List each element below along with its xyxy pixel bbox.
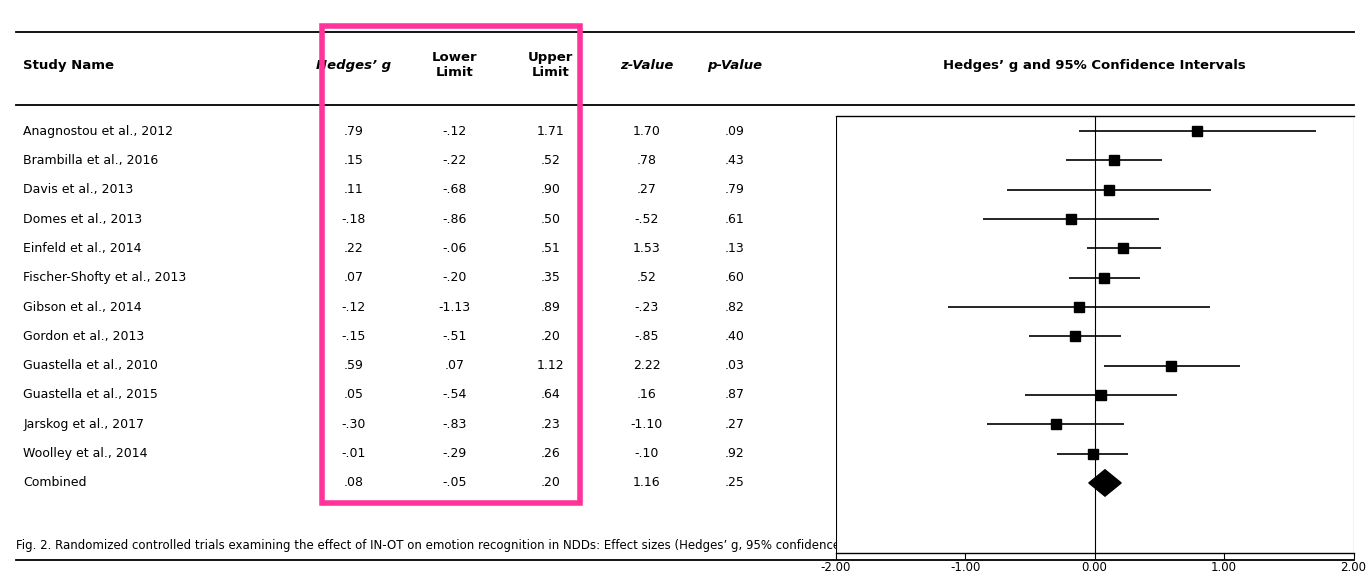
Text: .26: .26: [541, 447, 560, 460]
Text: .61: .61: [725, 212, 744, 226]
Text: -.29: -.29: [443, 447, 467, 460]
Text: .50: .50: [541, 212, 560, 226]
Text: -.30: -.30: [341, 418, 366, 431]
Text: .40: .40: [725, 330, 744, 343]
Text: .51: .51: [541, 242, 560, 255]
Text: .03: .03: [725, 359, 744, 372]
Text: .89: .89: [541, 300, 560, 314]
Text: .35: .35: [541, 271, 560, 284]
Text: -.54: -.54: [443, 388, 467, 402]
Text: -.12: -.12: [443, 125, 467, 137]
Text: .22: .22: [344, 242, 363, 255]
Text: .27: .27: [637, 183, 656, 196]
Text: .07: .07: [344, 271, 363, 284]
Text: -.20: -.20: [443, 271, 467, 284]
Text: .15: .15: [344, 154, 363, 167]
Text: -.85: -.85: [634, 330, 659, 343]
Text: Einfeld et al., 2014: Einfeld et al., 2014: [23, 242, 141, 255]
Text: -.12: -.12: [341, 300, 366, 314]
Text: Lower
Limit: Lower Limit: [432, 51, 478, 80]
Text: .25: .25: [725, 477, 744, 489]
Text: Guastella et al., 2015: Guastella et al., 2015: [23, 388, 158, 402]
Text: .05: .05: [344, 388, 363, 402]
Text: .59: .59: [344, 359, 363, 372]
Text: .90: .90: [541, 183, 560, 196]
Text: Woolley et al., 2014: Woolley et al., 2014: [23, 447, 148, 460]
Text: Gibson et al., 2014: Gibson et al., 2014: [23, 300, 142, 314]
Text: 1.71: 1.71: [537, 125, 564, 137]
Text: .27: .27: [725, 418, 744, 431]
Text: Upper
Limit: Upper Limit: [527, 51, 574, 80]
Text: .08: .08: [344, 477, 363, 489]
Text: z-Value: z-Value: [621, 59, 673, 72]
Text: 2.22: 2.22: [633, 359, 660, 372]
Text: -.23: -.23: [634, 300, 659, 314]
Text: -.68: -.68: [443, 183, 467, 196]
Text: Fischer-Shofty et al., 2013: Fischer-Shofty et al., 2013: [23, 271, 186, 284]
Text: Anagnostou et al., 2012: Anagnostou et al., 2012: [23, 125, 173, 137]
Text: Davis et al., 2013: Davis et al., 2013: [23, 183, 133, 196]
Text: .13: .13: [725, 242, 744, 255]
Text: -.10: -.10: [634, 447, 659, 460]
Text: Fig. 2. Randomized controlled trials examining the effect of IN-OT on emotion re: Fig. 2. Randomized controlled trials exa…: [16, 540, 1004, 552]
Text: Hedges’ g and 95% Confidence Intervals: Hedges’ g and 95% Confidence Intervals: [944, 59, 1245, 72]
Text: .20: .20: [541, 330, 560, 343]
Text: .20: .20: [541, 477, 560, 489]
Text: -1.13: -1.13: [438, 300, 471, 314]
Text: -.51: -.51: [443, 330, 467, 343]
Text: .64: .64: [541, 388, 560, 402]
Text: -.18: -.18: [341, 212, 366, 226]
Text: -.15: -.15: [341, 330, 366, 343]
Text: .60: .60: [725, 271, 744, 284]
Text: .82: .82: [725, 300, 744, 314]
Text: 1.16: 1.16: [633, 477, 660, 489]
Text: Jarskog et al., 2017: Jarskog et al., 2017: [23, 418, 144, 431]
Text: Guastella et al., 2010: Guastella et al., 2010: [23, 359, 158, 372]
Text: .52: .52: [541, 154, 560, 167]
Text: .52: .52: [637, 271, 656, 284]
Text: .16: .16: [637, 388, 656, 402]
Text: Brambilla et al., 2016: Brambilla et al., 2016: [23, 154, 159, 167]
Text: Combined: Combined: [23, 477, 86, 489]
Text: 1.53: 1.53: [633, 242, 660, 255]
Text: Study Name: Study Name: [23, 59, 114, 72]
Text: .79: .79: [344, 125, 363, 137]
Text: .78: .78: [637, 154, 656, 167]
Text: .43: .43: [725, 154, 744, 167]
Text: .92: .92: [725, 447, 744, 460]
Text: Domes et al., 2013: Domes et al., 2013: [23, 212, 142, 226]
Text: Hedges’ g: Hedges’ g: [316, 59, 390, 72]
Text: -.83: -.83: [443, 418, 467, 431]
Text: -.86: -.86: [443, 212, 467, 226]
Text: 1.12: 1.12: [537, 359, 564, 372]
Text: Gordon et al., 2013: Gordon et al., 2013: [23, 330, 145, 343]
Text: -.01: -.01: [341, 447, 366, 460]
Text: .11: .11: [344, 183, 363, 196]
Text: .79: .79: [725, 183, 744, 196]
Text: -.22: -.22: [443, 154, 467, 167]
Polygon shape: [1089, 470, 1121, 496]
Text: .23: .23: [541, 418, 560, 431]
Text: -.05: -.05: [443, 477, 467, 489]
Text: -.52: -.52: [634, 212, 659, 226]
Text: .87: .87: [725, 388, 744, 402]
Text: -1.10: -1.10: [630, 418, 663, 431]
Text: 1.70: 1.70: [633, 125, 660, 137]
Text: -.06: -.06: [443, 242, 467, 255]
Text: .07: .07: [445, 359, 464, 372]
Text: p-Value: p-Value: [707, 59, 762, 72]
Text: .09: .09: [725, 125, 744, 137]
